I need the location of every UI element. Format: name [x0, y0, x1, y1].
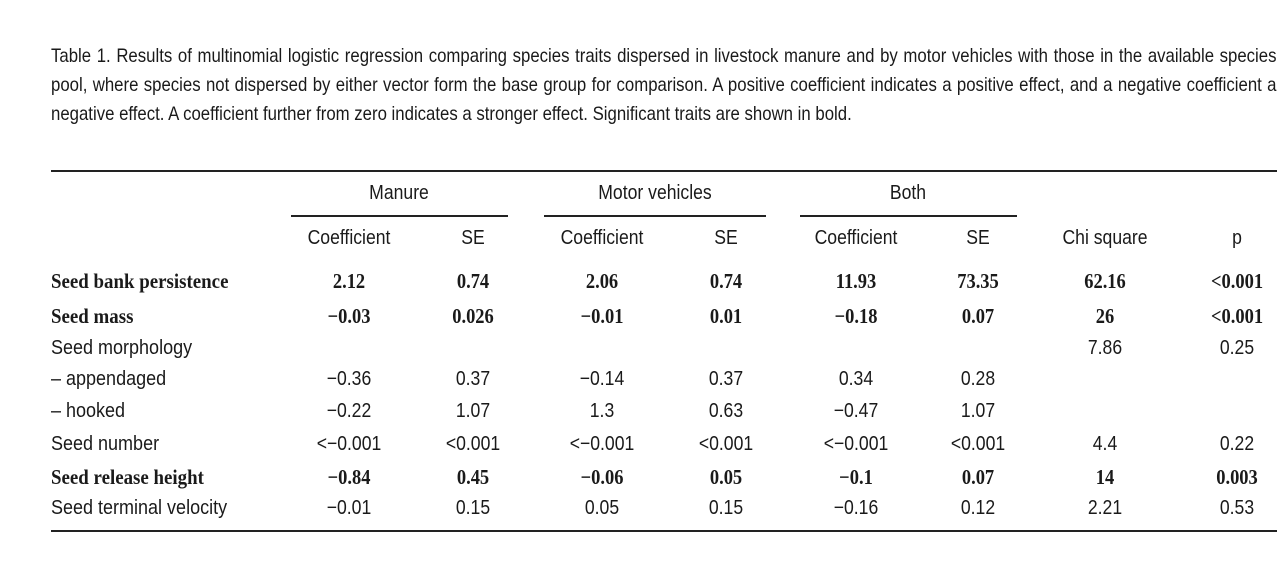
table-cell: 0.07 — [961, 304, 995, 328]
table-cell: <0.001 — [1210, 304, 1264, 328]
table-cell: −0.1 — [839, 465, 873, 489]
table-bottom-rule — [51, 530, 1277, 532]
table-cell: 11.93 — [835, 269, 877, 293]
table-cell: <0.001 — [950, 433, 1006, 455]
column-header: Coefficient — [560, 227, 644, 249]
table-cell: −0.01 — [326, 497, 372, 519]
motor-vehicles-group-rule — [544, 215, 766, 217]
table-cell: 2.06 — [585, 269, 619, 293]
table-cell: −0.01 — [580, 304, 624, 328]
table-cell: 26 — [1095, 304, 1115, 328]
table-cell: 0.45 — [456, 465, 490, 489]
table-cell: <−0.001 — [823, 433, 889, 455]
table-cell: 0.07 — [961, 465, 995, 489]
table-cell: −0.14 — [579, 368, 625, 390]
column-header: Coefficient — [307, 227, 391, 249]
table-cell: 0.74 — [456, 269, 490, 293]
column-header: SE — [714, 227, 738, 249]
column-header: SE — [966, 227, 990, 249]
table-cell: 1.07 — [960, 400, 996, 422]
table-cell: 7.86 — [1087, 337, 1123, 359]
table-cell: −0.16 — [833, 497, 879, 519]
table-cell: 0.15 — [708, 497, 744, 519]
column-header: Chi square — [1062, 227, 1148, 249]
table-cell: 0.003 — [1216, 465, 1258, 489]
row-label: Seed bank persistence — [51, 269, 229, 293]
table-cell: 0.37 — [455, 368, 491, 390]
row-label: Seed release height — [51, 465, 204, 489]
table-cell: 62.16 — [1084, 269, 1126, 293]
table-cell: 0.026 — [452, 304, 494, 328]
column-header: SE — [461, 227, 485, 249]
table-cell: 1.3 — [589, 400, 615, 422]
column-header: Coefficient — [814, 227, 898, 249]
table-cell: −0.47 — [833, 400, 879, 422]
table-cell: <0.001 — [1210, 269, 1264, 293]
table-cell: 2.21 — [1087, 497, 1123, 519]
table-cell: 0.63 — [708, 400, 744, 422]
group-header: Motor vehicles — [598, 182, 712, 204]
table-cell: 14 — [1095, 465, 1115, 489]
table-cell: −0.18 — [834, 304, 878, 328]
table-cell: 0.25 — [1219, 337, 1255, 359]
table-cell: 0.05 — [584, 497, 620, 519]
table-cell: 0.28 — [960, 368, 996, 390]
table-top-rule — [51, 170, 1277, 172]
table-cell: 0.22 — [1219, 433, 1255, 455]
row-label: – hooked — [51, 400, 126, 422]
table-cell: 0.74 — [709, 269, 743, 293]
table-cell: 0.37 — [708, 368, 744, 390]
column-header: p — [1232, 227, 1242, 249]
row-label: Seed number — [51, 433, 160, 455]
table-cell: <−0.001 — [316, 433, 382, 455]
table-cell: −0.03 — [327, 304, 371, 328]
table-cell: <0.001 — [698, 433, 754, 455]
table-cell: <−0.001 — [569, 433, 635, 455]
table-cell: 0.15 — [455, 497, 491, 519]
table-cell: 1.07 — [455, 400, 491, 422]
table-cell: 0.05 — [709, 465, 743, 489]
table-cell: −0.84 — [327, 465, 371, 489]
group-header: Manure — [369, 182, 429, 204]
row-label: Seed morphology — [51, 337, 193, 359]
table-cell: 0.34 — [838, 368, 874, 390]
table-cell: −0.22 — [326, 400, 372, 422]
table-cell: 2.12 — [332, 269, 366, 293]
row-label: Seed terminal velocity — [51, 497, 228, 519]
manure-group-rule — [291, 215, 508, 217]
table-cell: <0.001 — [445, 433, 501, 455]
table-cell: 4.4 — [1092, 433, 1118, 455]
table-cell: 0.01 — [709, 304, 743, 328]
table-cell: −0.36 — [326, 368, 372, 390]
table-cell: 0.53 — [1219, 497, 1255, 519]
table-cell: 73.35 — [957, 269, 999, 293]
table-cell: 0.12 — [960, 497, 996, 519]
table-caption: Table 1. Results of multinomial logistic… — [51, 45, 1277, 125]
table-cell: −0.06 — [580, 465, 624, 489]
both-group-rule — [800, 215, 1017, 217]
group-header: Both — [889, 182, 927, 204]
row-label: Seed mass — [51, 304, 134, 328]
row-label: – appendaged — [51, 368, 167, 390]
